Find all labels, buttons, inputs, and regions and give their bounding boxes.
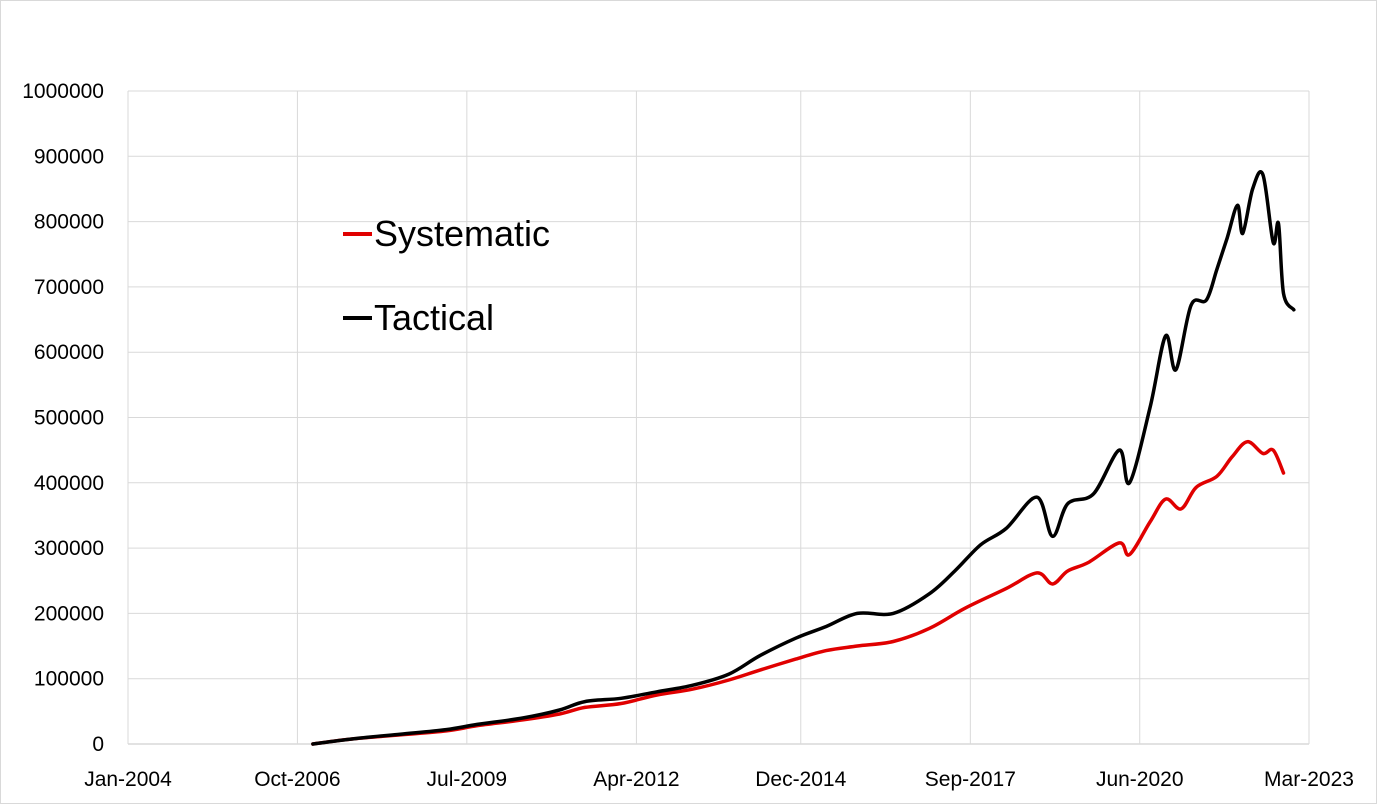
x-tick-label: Jul-2009 <box>427 768 508 791</box>
x-tick-label: Oct-2006 <box>254 768 340 791</box>
x-tick-label: Jun-2020 <box>1096 768 1184 791</box>
y-tick-label: 600000 <box>34 341 104 364</box>
series-lines <box>311 169 1296 746</box>
x-tick-label: Jan-2004 <box>84 768 172 791</box>
x-tick-label: Mar-2023 <box>1264 768 1354 791</box>
gridlines <box>127 90 1310 744</box>
x-tick-label: Dec-2014 <box>755 768 846 791</box>
legend: Systematic Tactical <box>343 213 550 338</box>
y-tick-label: 200000 <box>34 602 104 625</box>
y-tick-label: 500000 <box>34 407 104 430</box>
y-tick-label: 100000 <box>34 668 104 691</box>
axes: 0 100000 200000 300000 400000 500000 600000 700… <box>22 80 1354 791</box>
x-tick-label: Sep-2017 <box>925 768 1016 791</box>
y-tick-label: 400000 <box>34 472 104 495</box>
y-tick-label: 1000000 <box>22 80 104 103</box>
y-tick-label: 900000 <box>34 145 104 168</box>
y-tick-label: 800000 <box>34 211 104 234</box>
series-line-systematic <box>311 439 1286 746</box>
legend-label-tactical: Tactical <box>374 297 494 338</box>
y-tick-label: 300000 <box>34 537 104 560</box>
x-tick-label: Apr-2012 <box>593 768 679 791</box>
y-tick-label: 700000 <box>34 276 104 299</box>
legend-label-systematic: Systematic <box>374 213 550 254</box>
series-line-tactical <box>311 169 1296 746</box>
y-tick-label: 0 <box>92 733 104 756</box>
